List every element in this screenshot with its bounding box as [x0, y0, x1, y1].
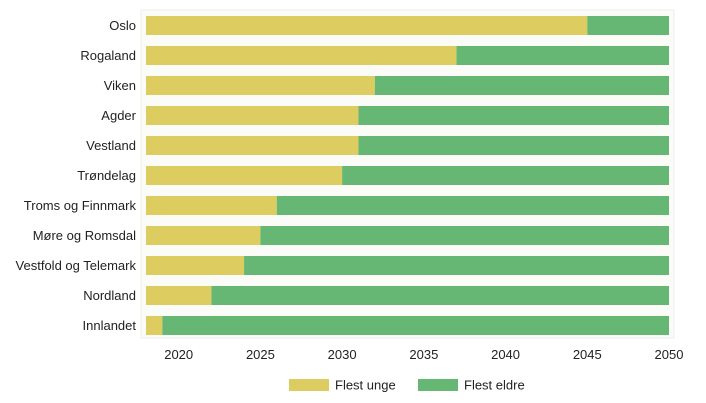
category-label-1: Rogaland: [80, 48, 136, 63]
bar-young-3: [146, 106, 359, 125]
x-tick-label-6: 2050: [655, 347, 684, 362]
category-label-2: Viken: [104, 78, 136, 93]
bar-old-2: [374, 76, 669, 95]
bar-young-0: [146, 16, 588, 35]
x-tick-label-4: 2040: [491, 347, 520, 362]
x-tick-label-2: 2030: [328, 347, 357, 362]
bar-old-8: [244, 256, 669, 275]
bar-old-10: [162, 316, 669, 335]
bar-old-7: [260, 226, 669, 245]
bar-young-1: [146, 46, 457, 65]
bar-young-9: [146, 286, 212, 305]
category-label-3: Agder: [101, 108, 136, 123]
legend: Flest unge Flest eldre: [289, 378, 525, 393]
bar-young-10: [146, 316, 163, 335]
bar-old-4: [358, 136, 669, 155]
x-tick-label-3: 2035: [409, 347, 438, 362]
legend-label-1: Flest eldre: [464, 378, 525, 393]
bar-young-7: [146, 226, 261, 245]
category-label-7: Møre og Romsdal: [33, 228, 136, 243]
category-label-4: Vestland: [86, 138, 136, 153]
bar-old-1: [456, 46, 669, 65]
bar-old-3: [358, 106, 669, 125]
bar-old-0: [587, 16, 669, 35]
bar-young-2: [146, 76, 375, 95]
x-tick-label-5: 2045: [573, 347, 602, 362]
bar-young-6: [146, 196, 277, 215]
x-axis-ticks: 2020 2025 2030 2035 2040 2045 2050: [164, 347, 683, 362]
bar-young-5: [146, 166, 343, 185]
bar-old-9: [211, 286, 669, 305]
bar-old-6: [276, 196, 669, 215]
bar-young-4: [146, 136, 359, 155]
legend-label-0: Flest unge: [335, 378, 396, 393]
category-label-6: Troms og Finnmark: [24, 198, 137, 213]
bar-young-8: [146, 256, 245, 275]
bar-old-5: [342, 166, 669, 185]
category-label-8: Vestfold og Telemark: [16, 258, 137, 273]
category-label-5: Trøndelag: [77, 168, 136, 183]
x-tick-label-0: 2020: [164, 347, 193, 362]
category-label-10: Innlandet: [83, 318, 137, 333]
category-labels: Oslo Rogaland Viken Agder Vestland Trøndelag T…: [16, 18, 137, 333]
x-tick-label-1: 2025: [246, 347, 275, 362]
category-label-9: Nordland: [83, 288, 136, 303]
category-label-0: Oslo: [109, 18, 136, 33]
legend-swatch-1: [418, 379, 458, 391]
legend-swatch-0: [289, 379, 329, 391]
bars-group: [146, 16, 669, 335]
